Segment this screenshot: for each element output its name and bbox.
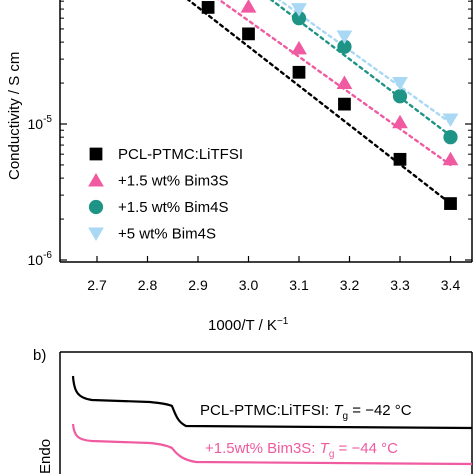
- x-tick-label: 3.1: [289, 277, 309, 293]
- tg-annotation-pcl-ptmc-litfsi: PCL-PTMC:LiTFSI: Tg = −42 °C: [200, 402, 412, 422]
- legend-label-series-3: +5 wt% Bim4S: [118, 226, 216, 243]
- legend-marker-series-3: [88, 227, 104, 241]
- legend-marker-series-2: [88, 199, 104, 215]
- y-tick-label: 10-6: [28, 250, 53, 268]
- data-point-series-3: [336, 30, 353, 44]
- fit-line-series-1: [217, 0, 452, 167]
- x-ticks: 2.7 2.8 2.9 3.0 3.1 3.2 3.3 3.4: [87, 256, 460, 293]
- data-point-series-3: [392, 77, 408, 91]
- data-point-series-2: [392, 89, 408, 104]
- tg-annotation-bim3s: +1.5wt% Bim3S: Tg = −44 °C: [205, 440, 398, 460]
- panel-a-conductivity-plot: 2.7 2.8 2.9 3.0 3.1 3.2 3.3 3.4 10-5 10-6 PCL-PT…: [6, 0, 473, 334]
- dsc-curve-bim3s: [71, 423, 473, 466]
- panel-b-dsc-plot: b) PCL-PTMC:LiTFSI: Tg = −42 °C +1.5wt% …: [33, 347, 473, 474]
- x-axis-label: 1000/T / K−1: [208, 316, 289, 334]
- legend-label-series-0: PCL-PTMC:LiTFSI: [118, 146, 243, 163]
- data-point-series-1: [442, 151, 459, 166]
- panel-b-y-axis-label: Endo: [37, 439, 54, 474]
- legend-label-series-2: +1.5 wt% Bim4S: [118, 199, 228, 216]
- data-point-series-1: [336, 75, 353, 90]
- data-point-series-3: [442, 113, 459, 127]
- y-tick-label: 10-5: [28, 114, 53, 132]
- data-points: [201, 0, 459, 210]
- x-tick-label: 2.7: [87, 277, 107, 293]
- data-point-series-1: [240, 0, 257, 13]
- y-ticks: 10-5 10-6: [28, 0, 472, 268]
- data-point-series-0: [292, 65, 306, 79]
- x-tick-label: 3.4: [441, 277, 461, 293]
- data-point-series-2: [443, 130, 458, 145]
- data-point-series-0: [242, 27, 255, 41]
- data-point-series-2: [337, 39, 352, 54]
- panel-b-label: b): [33, 347, 46, 364]
- y-axis-label: Conductivity / S cm: [6, 52, 23, 180]
- legend-marker-series-1: [88, 173, 104, 187]
- data-point-series-1: [392, 114, 408, 129]
- fit-line-series-3: [277, 0, 452, 125]
- dsc-curve-pcl-ptmc-litfsi: [71, 375, 473, 430]
- legend-marker-series-0: [89, 147, 103, 161]
- data-point-series-2: [291, 11, 307, 26]
- x-tick-label: 2.9: [188, 277, 208, 293]
- data-point-series-0: [338, 97, 351, 111]
- legend-label-series-1: +1.5 wt% Bim3S: [118, 173, 228, 190]
- legend: PCL-PTMC:LiTFSI +1.5 wt% Bim3S +1.5 wt% Bi…: [88, 146, 243, 243]
- x-tick-label: 2.8: [138, 277, 158, 293]
- fit-line-series-2: [269, 0, 452, 137]
- data-point-series-0: [201, 1, 215, 14]
- x-tick-label: 3.2: [340, 277, 360, 293]
- data-point-series-3: [291, 3, 307, 17]
- x-tick-label: 3.3: [390, 277, 410, 293]
- x-tick-label: 3.0: [239, 277, 259, 293]
- data-point-series-1: [291, 40, 307, 55]
- data-point-series-0: [393, 152, 407, 166]
- data-point-series-0: [444, 197, 457, 210]
